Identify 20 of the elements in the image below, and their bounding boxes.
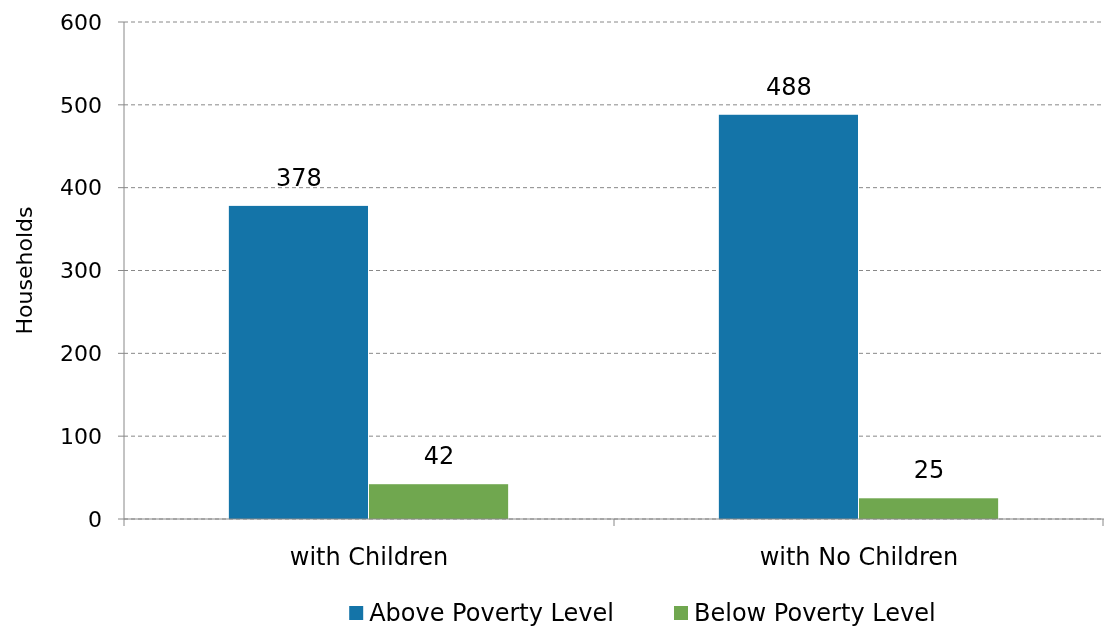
legend-label: Above Poverty Level — [369, 599, 614, 628]
bar — [369, 484, 509, 519]
data-label: 378 — [276, 163, 322, 192]
data-label: 25 — [913, 456, 945, 485]
y-tick-label: 500 — [60, 92, 102, 118]
y-tick-label: 100 — [60, 423, 102, 449]
x-tick-label: with No Children — [759, 543, 959, 571]
bar — [228, 205, 368, 519]
y-tick-label: 400 — [60, 175, 102, 201]
bar — [859, 498, 999, 519]
legend-label: Below Poverty Level — [694, 599, 936, 628]
y-tick-label: 0 — [88, 506, 102, 532]
data-label: 488 — [766, 72, 812, 101]
y-tick-label: 200 — [60, 341, 102, 367]
y-tick-label: 300 — [60, 258, 102, 284]
data-label: 42 — [423, 442, 455, 471]
y-tick-label: 600 — [60, 9, 102, 35]
x-tick-label: with Children — [289, 543, 449, 571]
y-axis-title: Households — [12, 206, 37, 335]
bar — [718, 114, 858, 519]
